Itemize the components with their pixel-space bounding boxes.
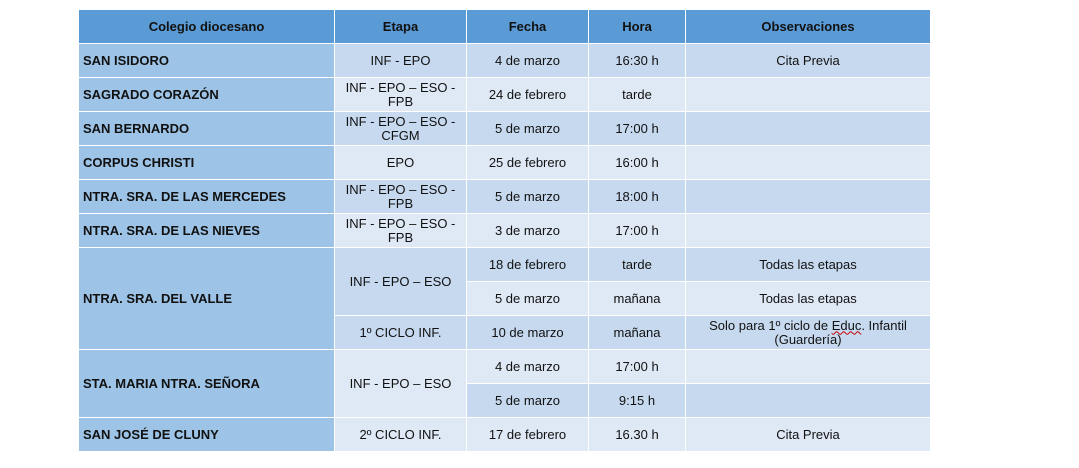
- etapa-cell: INF - EPO – ESO - FPB: [334, 213, 467, 248]
- etapa-cell: 1º CICLO INF.: [334, 315, 467, 350]
- school-name: STA. MARIA NTRA. SEÑORA: [78, 349, 335, 418]
- obs-cell: [685, 349, 931, 384]
- obs-cell: [685, 213, 931, 248]
- header-row: Colegio diocesano Etapa Fecha Hora Obser…: [78, 9, 931, 44]
- etapa-cell: INF - EPO: [334, 43, 467, 78]
- table-row: SAGRADO CORAZÓN INF - EPO – ESO - FPB 24…: [78, 77, 931, 112]
- hora-cell: 16:00 h: [588, 145, 686, 180]
- table-row: 1º CICLO INF. 10 de marzo mañana Solo pa…: [79, 315, 931, 350]
- obs-cell: [685, 383, 931, 418]
- obs-cell: Cita Previa: [685, 43, 931, 78]
- fecha-cell: 24 de febrero: [466, 77, 589, 112]
- header-fecha: Fecha: [466, 9, 589, 44]
- school-name: NTRA. SRA. DE LAS NIEVES: [78, 213, 335, 248]
- etapa-cell: INF - EPO – ESO - FPB: [334, 77, 467, 112]
- obs-text: Educ: [831, 317, 862, 333]
- obs-cell: [685, 77, 931, 112]
- header-hora: Hora: [588, 9, 686, 44]
- hora-cell: 17:00 h: [588, 349, 686, 384]
- obs-cell: Cita Previa: [685, 417, 931, 452]
- fecha-cell: 5 de marzo: [466, 281, 589, 316]
- hora-cell: mañana: [588, 315, 686, 350]
- hora-cell: tarde: [588, 77, 686, 112]
- school-name: SAN BERNARDO: [78, 111, 335, 146]
- header-colegio: Colegio diocesano: [78, 9, 335, 44]
- etapa-cell: INF - EPO – ESO - FPB: [334, 179, 467, 214]
- fecha-cell: 25 de febrero: [466, 145, 589, 180]
- table-row: CORPUS CHRISTI EPO 25 de febrero 16:00 h: [78, 145, 931, 180]
- fecha-cell: 5 de marzo: [466, 179, 589, 214]
- fecha-cell: 4 de marzo: [466, 349, 589, 384]
- fecha-cell: 18 de febrero: [466, 247, 589, 282]
- fecha-cell: 17 de febrero: [466, 417, 589, 452]
- etapa-cell: INF - EPO – ESO: [334, 247, 467, 316]
- etapa-cell: 2º CICLO INF.: [334, 417, 467, 452]
- hora-cell: 17:00 h: [588, 111, 686, 146]
- table-row: SAN ISIDORO INF - EPO 4 de marzo 16:30 h…: [78, 43, 931, 78]
- etapa-cell: INF - EPO – ESO - CFGM: [334, 111, 467, 146]
- etapa-cell: EPO: [334, 145, 467, 180]
- school-name: NTRA. SRA. DE LAS MERCEDES: [78, 179, 335, 214]
- hora-cell: mañana: [588, 281, 686, 316]
- fecha-cell: 5 de marzo: [466, 111, 589, 146]
- hora-cell: 9:15 h: [588, 383, 686, 418]
- school-name: SAN JOSÉ DE CLUNY: [78, 417, 335, 452]
- table-row: 5 de marzo 9:15 h: [79, 383, 931, 418]
- table-row: NTRA. SRA. DEL VALLE INF - EPO – ESO 18 …: [78, 247, 931, 350]
- obs-cell: Todas las etapas: [685, 281, 931, 316]
- obs-cell: [685, 111, 931, 146]
- obs-cell: Todas las etapas: [685, 247, 931, 282]
- hora-cell: tarde: [588, 247, 686, 282]
- hora-cell: 17:00 h: [588, 213, 686, 248]
- table-row: SAN BERNARDO INF - EPO – ESO - CFGM 5 de…: [78, 111, 931, 146]
- schedule-table: Colegio diocesano Etapa Fecha Hora Obser…: [78, 9, 931, 452]
- school-name: SAN ISIDORO: [78, 43, 335, 78]
- fecha-cell: 4 de marzo: [466, 43, 589, 78]
- obs-text: Solo para 1º ciclo de: [709, 317, 832, 333]
- obs-text: . Infantil (Guardería): [774, 317, 907, 347]
- hora-cell: 16:30 h: [588, 43, 686, 78]
- school-name: SAGRADO CORAZÓN: [78, 77, 335, 112]
- table-row: STA. MARIA NTRA. SEÑORA INF - EPO – ESO …: [78, 349, 931, 418]
- table-row: SAN JOSÉ DE CLUNY 2º CICLO INF. 17 de fe…: [78, 417, 931, 452]
- table-row: NTRA. SRA. DE LAS NIEVES INF - EPO – ESO…: [78, 213, 931, 248]
- school-name: NTRA. SRA. DEL VALLE: [78, 247, 335, 350]
- header-etapa: Etapa: [334, 9, 467, 44]
- obs-cell: [685, 145, 931, 180]
- table-row: NTRA. SRA. DE LAS MERCEDES INF - EPO – E…: [78, 179, 931, 214]
- header-observaciones: Observaciones: [685, 9, 931, 44]
- obs-cell: Solo para 1º ciclo de Educ. Infantil (Gu…: [685, 315, 931, 350]
- hora-cell: 16.30 h: [588, 417, 686, 452]
- fecha-cell: 5 de marzo: [466, 383, 589, 418]
- fecha-cell: 10 de marzo: [466, 315, 589, 350]
- obs-cell: [685, 179, 931, 214]
- etapa-cell: INF - EPO – ESO: [334, 349, 467, 418]
- school-name: CORPUS CHRISTI: [78, 145, 335, 180]
- fecha-cell: 3 de marzo: [466, 213, 589, 248]
- table-row: 5 de marzo mañana Todas las etapas: [79, 281, 931, 316]
- hora-cell: 18:00 h: [588, 179, 686, 214]
